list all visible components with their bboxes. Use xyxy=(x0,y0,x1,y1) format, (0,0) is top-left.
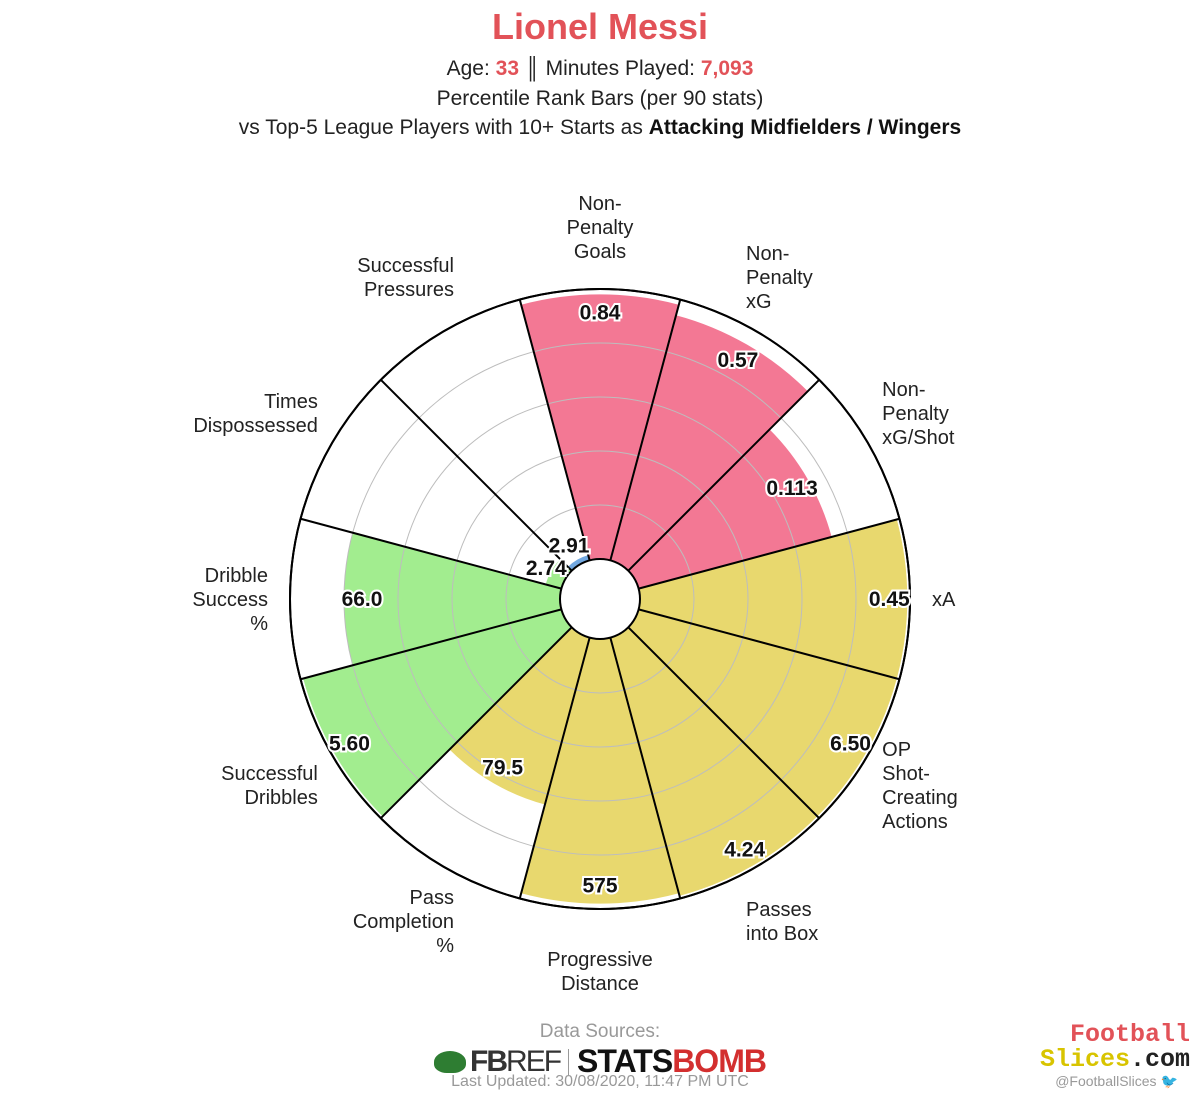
value-label-10: 2.74 xyxy=(526,557,567,580)
value-label-7: 79.5 xyxy=(482,757,523,780)
category-label-3: xA xyxy=(932,589,956,611)
brand-line2: Slices xyxy=(1039,1045,1130,1074)
fbref-logo: FB REF xyxy=(434,1044,562,1079)
bar-6 xyxy=(521,637,679,904)
slice-divider-2 xyxy=(627,379,820,572)
pizza-chart: 0.84 0.57 0.113 0.45 6.50 4.24 575 79.5 5.60 66.0… xyxy=(192,193,958,995)
value-label-9: 66.0 xyxy=(342,588,383,611)
twitter-handle-text: @FootballSlices xyxy=(1055,1073,1157,1089)
category-label-4: OP Shot-Creating Actions xyxy=(882,739,958,833)
statsbomb-logo: STATSBOMB xyxy=(577,1043,767,1080)
value-label-8: 5.60 xyxy=(329,733,370,756)
comparison-group: vs Top-5 League Players with 10+ Starts … xyxy=(0,116,1200,140)
bar-3 xyxy=(638,519,908,679)
player-name-title: Lionel Messi xyxy=(491,6,709,47)
fbref-logo-ref: REF xyxy=(506,1044,562,1078)
category-label-7: Pass Completion% xyxy=(353,887,454,957)
value-label-11: 2.91 xyxy=(549,534,590,557)
fbref-ball-icon xyxy=(434,1050,467,1073)
brand-line1: Football xyxy=(1069,1020,1190,1049)
slice-divider-1 xyxy=(609,299,682,561)
bar-9 xyxy=(344,532,562,666)
grid-circle-2 xyxy=(397,396,803,802)
category-label-0: Non-Penalty Goals xyxy=(567,193,634,263)
comparison-prefix: vs Top-5 League Players with 10+ Starts … xyxy=(238,116,649,139)
data-source-logos: FB REF STATSBOMB xyxy=(0,1043,1200,1080)
twitter-bird-icon: 🐦 xyxy=(1160,1073,1178,1089)
slice-divider-5 xyxy=(627,626,820,819)
grid-circle-0 xyxy=(505,504,695,694)
category-label-1: Non-Penalty xG xyxy=(746,243,813,313)
bar-10 xyxy=(545,559,572,589)
minutes-value: 7,093 xyxy=(700,57,754,80)
slice-divider-6 xyxy=(609,637,682,899)
value-label-4: 6.50 xyxy=(830,733,871,756)
fbref-logo-fb: FB xyxy=(470,1044,508,1078)
slice-divider-7 xyxy=(518,637,591,899)
player-info-line: Age: 33 ║ Minutes Played: 7,093 xyxy=(0,57,1200,81)
age-label: Age: xyxy=(446,57,496,80)
last-updated: Last Updated: 30/08/2020, 11:47 PM UTC xyxy=(451,1073,749,1090)
grid-circle-1 xyxy=(451,450,749,748)
minutes-label: Minutes Played: xyxy=(545,57,701,80)
slice-divider-9 xyxy=(300,608,562,681)
slice-divider-4 xyxy=(638,608,900,681)
brand-line2-suffix: .com xyxy=(1129,1045,1190,1074)
age-value: 33 xyxy=(495,57,520,80)
category-label-5: Passes into Box xyxy=(746,899,818,945)
category-label-10: Times Dispossessed xyxy=(193,391,318,437)
bar-7 xyxy=(449,627,590,805)
slice-divider-10 xyxy=(300,517,562,590)
category-label-11: Successful Pressures xyxy=(357,255,454,301)
category-label-2: Non-Penalty xG/Shot xyxy=(882,379,955,449)
value-label-5: 4.24 xyxy=(724,839,765,862)
bar-11 xyxy=(567,555,590,571)
twitter-handle: @FootballSlices 🐦 xyxy=(1055,1073,1178,1090)
value-label-3: 0.45 xyxy=(869,588,910,611)
value-label-1: 0.57 xyxy=(717,349,758,372)
chart-outer-ring xyxy=(289,288,911,910)
category-label-6: Progressive Distance xyxy=(547,949,653,995)
statsbomb-logo-stats: STATS xyxy=(577,1043,673,1079)
logo-divider xyxy=(568,1048,570,1075)
category-label-8: Successful Dribbles xyxy=(221,763,318,809)
slice-divider-3 xyxy=(638,517,900,590)
value-label-2: 0.113 xyxy=(766,477,817,500)
category-label-9: Dribble Success% xyxy=(192,565,268,635)
bar-0 xyxy=(521,294,679,561)
footballslices-brand: Football Slices.com xyxy=(1040,1022,1190,1072)
value-label-0: 0.84 xyxy=(580,301,621,324)
data-sources-title: Data Sources: xyxy=(539,1021,661,1042)
info-separator: ║ xyxy=(519,57,546,80)
value-label-6: 575 xyxy=(582,875,617,898)
chart-description: Percentile Rank Bars (per 90 stats) xyxy=(436,87,764,110)
statsbomb-logo-bomb: BOMB xyxy=(672,1043,767,1079)
chart-center-hole xyxy=(559,558,641,640)
grid-circle-3 xyxy=(343,342,857,856)
slice-divider-11 xyxy=(380,379,573,572)
comparison-position: Attacking Midfielders / Wingers xyxy=(648,116,962,139)
slice-divider-0 xyxy=(518,299,591,561)
slice-divider-8 xyxy=(380,626,573,819)
